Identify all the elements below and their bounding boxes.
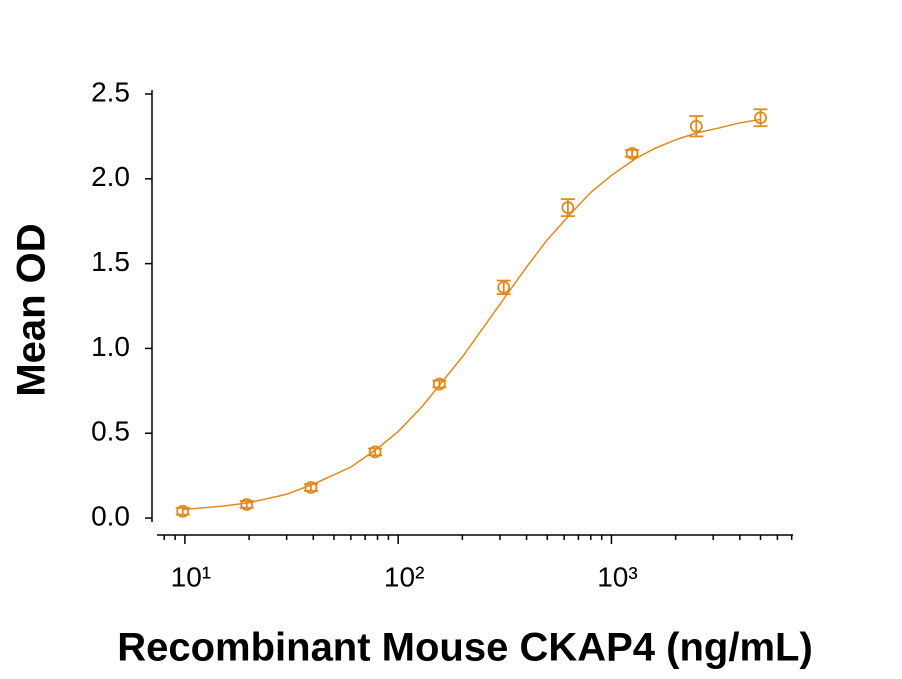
x-tick-label: 10³ <box>597 561 637 592</box>
y-tick-label: 0.5 <box>91 416 130 447</box>
data-point <box>561 201 575 215</box>
data-point <box>368 445 382 459</box>
y-tick-label: 2.5 <box>91 76 130 107</box>
fit-curve <box>182 118 761 511</box>
data-point <box>176 504 190 518</box>
data-point <box>754 111 767 125</box>
y-tick-label: 2.0 <box>91 161 130 192</box>
data-point <box>432 377 446 391</box>
y-axis-title: Mean OD <box>10 223 54 396</box>
y-tick-label: 0.0 <box>91 500 130 531</box>
x-tick-label: 10¹ <box>171 561 211 592</box>
data-point <box>304 481 318 494</box>
y-tick-label: 1.5 <box>91 246 130 277</box>
data-point <box>240 498 254 511</box>
x-tick-label: 10² <box>384 561 424 592</box>
data-point <box>689 119 703 133</box>
data-point <box>497 280 511 294</box>
y-tick-label: 1.0 <box>91 331 130 362</box>
x-axis-title: Recombinant Mouse CKAP4 (ng/mL) <box>117 626 813 670</box>
data-point <box>625 146 639 160</box>
